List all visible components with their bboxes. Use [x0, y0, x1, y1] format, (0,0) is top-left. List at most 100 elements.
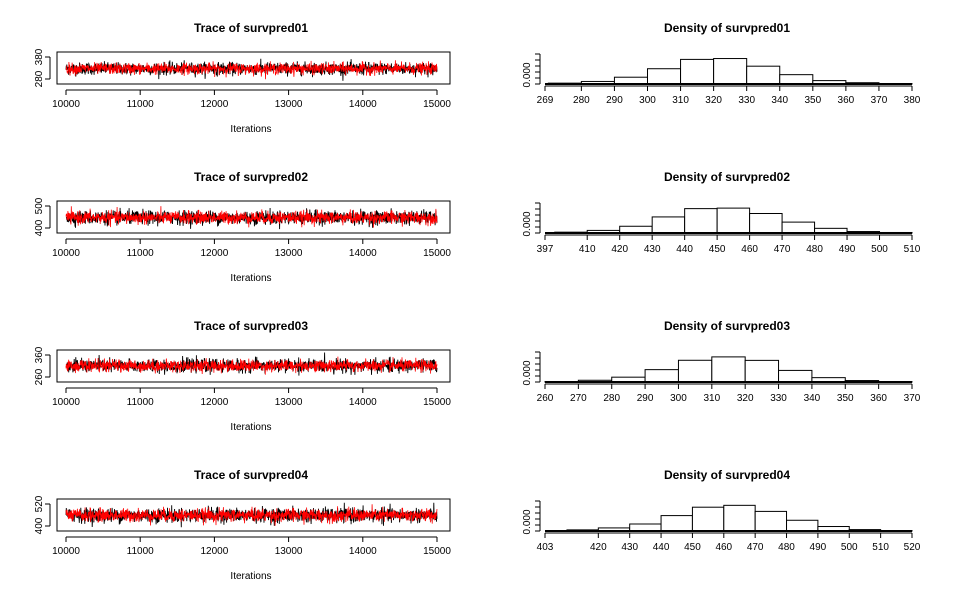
density-yaxis-2: 0.000	[522, 202, 541, 237]
density-panel-2: Density of survpred02 397 410 420 430 440 450…	[522, 170, 921, 255]
trace-plot-box-1	[56, 51, 451, 85]
density-yaxis-3: 0.000	[522, 351, 541, 386]
density-xaxis-2: 397 410 420 430 440 450 460 470 480 490 500 510	[537, 234, 921, 255]
trace-xlabel-2: Iterations	[230, 273, 271, 284]
density-bars-3	[544, 356, 913, 383]
density-xtick-label: 290	[637, 393, 654, 404]
density-xtick-label: 490	[839, 244, 856, 255]
trace-xlabel-1: Iterations	[230, 124, 271, 135]
trace-lines-2	[65, 206, 438, 230]
density-title-2: Density of survpred02	[664, 170, 790, 184]
density-xtick-label: 500	[841, 542, 858, 553]
histogram-bar	[691, 506, 725, 532]
histogram-bar	[644, 369, 679, 383]
trace-series-red	[65, 60, 438, 80]
histogram-bar	[713, 58, 748, 85]
trace-xtick-label: 12000	[200, 99, 228, 110]
histogram-bar	[629, 523, 662, 532]
density-xtick-label: 470	[747, 542, 764, 553]
trace-xaxis-2: 10000 11000 12000 13000 14000 15000	[52, 238, 451, 259]
trace-series-red	[65, 356, 438, 375]
histogram-bar	[786, 519, 819, 532]
trace-xtick-label: 14000	[349, 397, 377, 408]
histogram-bar	[744, 359, 780, 383]
trace-title-4: Trace of survpred04	[194, 468, 308, 482]
trace-plot-box-3	[56, 349, 451, 383]
trace-xtick-label: 13000	[275, 248, 303, 259]
density-xtick-label: 330	[770, 393, 787, 404]
trace-xlabel-3: Iterations	[230, 422, 271, 433]
trace-xtick-label: 15000	[423, 397, 451, 408]
density-xtick-label: 310	[672, 95, 689, 106]
trace-panel-4: Trace of survpred04 10000 11000 12000 13000…	[34, 468, 451, 582]
trace-ytick-label: 360	[34, 346, 45, 363]
density-yaxis-4: 0.000	[522, 500, 541, 535]
density-panel-3: Density of survpred03 260 270 280 290 300 310…	[522, 319, 921, 404]
density-xtick-label: 270	[570, 393, 587, 404]
density-xtick-label: 450	[709, 244, 726, 255]
density-xaxis-1: 269 280 290 300 310 320 330 340 350 360 370 380	[537, 85, 921, 106]
trace-xtick-label: 14000	[349, 99, 377, 110]
density-xtick-label: 280	[573, 95, 590, 106]
histogram-bar	[613, 76, 648, 85]
histogram-bar	[754, 510, 788, 532]
density-xtick-label: 420	[611, 244, 628, 255]
density-xtick-label: 480	[806, 244, 823, 255]
trace-plot-box-4	[56, 498, 451, 532]
density-bars-4	[545, 504, 913, 532]
density-xtick-label: 460	[741, 244, 758, 255]
trace-xtick-label: 15000	[423, 546, 451, 557]
density-xtick-label: 340	[804, 393, 821, 404]
trace-panel-1: Trace of survpred01 10000 11000 12000 13000…	[34, 21, 451, 135]
trace-ytick-label: 260	[34, 368, 45, 385]
trace-xaxis-1: 10000 11000 12000 13000 14000 15000	[52, 89, 451, 110]
trace-series-red	[65, 504, 438, 526]
density-xtick-label: 300	[670, 393, 687, 404]
trace-plot-box-2	[56, 200, 451, 234]
density-xtick-label: 370	[871, 95, 888, 106]
density-xtick-label: 350	[837, 393, 854, 404]
density-xtick-label: 410	[579, 244, 596, 255]
density-xtick-label: 380	[904, 95, 921, 106]
histogram-bar	[778, 369, 813, 383]
trace-ytick-label: 520	[34, 495, 45, 512]
density-xtick-label: 269	[537, 95, 554, 106]
histogram-bar	[711, 356, 746, 383]
histogram-bar	[749, 213, 783, 234]
density-xtick-label: 330	[738, 95, 755, 106]
density-xtick-label: 440	[653, 542, 670, 553]
density-xaxis-3: 260 270 280 290 300 310 320 330 340 350 360 370	[537, 383, 921, 404]
density-title-4: Density of survpred04	[664, 468, 790, 482]
trace-panel-2: Trace of survpred02 10000 11000 12000 13000…	[34, 170, 451, 284]
histogram-bar	[716, 207, 751, 234]
trace-panel-3: Trace of survpred03 10000 11000 12000 13000…	[34, 319, 451, 433]
density-xtick-label: 290	[606, 95, 623, 106]
trace-xtick-label: 12000	[200, 546, 228, 557]
density-xtick-label: 490	[810, 542, 827, 553]
density-xtick-label: 450	[684, 542, 701, 553]
density-xtick-label: 260	[537, 393, 554, 404]
density-ytick-label: 0.000	[522, 360, 533, 385]
trace-xtick-label: 11000	[127, 546, 155, 557]
density-title-1: Density of survpred01	[664, 21, 790, 35]
histogram-bar	[646, 68, 682, 85]
histogram-bar	[746, 65, 781, 85]
density-xtick-label: 350	[804, 95, 821, 106]
density-bars-1	[545, 58, 913, 85]
trace-xaxis-3: 10000 11000 12000 13000 14000 15000	[52, 387, 451, 408]
trace-xtick-label: 14000	[349, 248, 377, 259]
histogram-bar	[779, 74, 814, 85]
trace-title-1: Trace of survpred01	[194, 21, 308, 35]
histogram-bar	[723, 504, 756, 532]
trace-xtick-label: 15000	[423, 99, 451, 110]
density-xtick-label: 310	[703, 393, 720, 404]
trace-ytick-label: 400	[34, 517, 45, 534]
trace-xlabel-4: Iterations	[230, 571, 271, 582]
density-title-3: Density of survpred03	[664, 319, 790, 333]
density-panel-4: Density of survpred04 403 420 430 440 450 460…	[522, 468, 921, 553]
density-xtick-label: 510	[872, 542, 889, 553]
